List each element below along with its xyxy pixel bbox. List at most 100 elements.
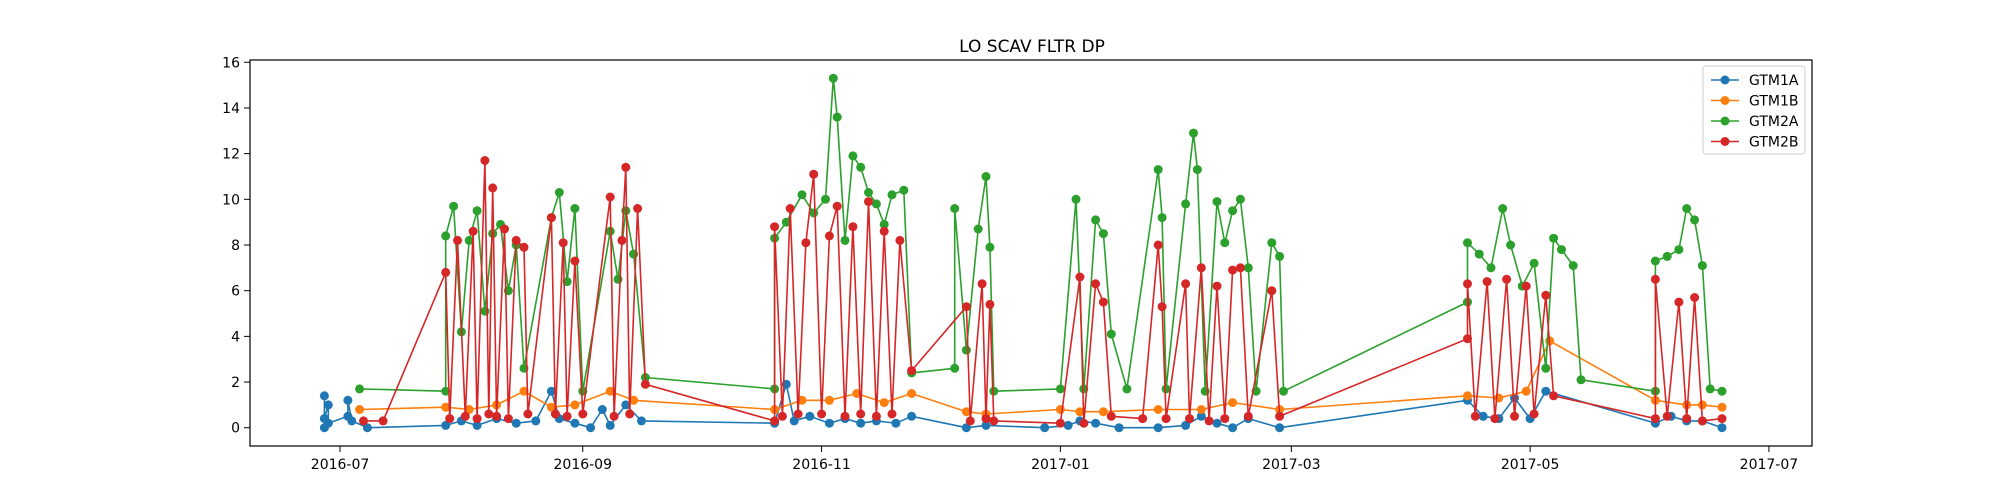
data-point — [809, 208, 819, 218]
data-point — [1122, 384, 1132, 394]
data-point — [1091, 279, 1101, 289]
data-point — [1185, 414, 1194, 424]
data-point — [789, 416, 799, 426]
data-point — [1463, 238, 1472, 248]
data-point — [1717, 386, 1727, 396]
data-point — [1138, 414, 1148, 424]
data-point — [570, 256, 580, 266]
data-point — [445, 414, 455, 424]
data-point — [441, 386, 451, 396]
data-point — [848, 151, 858, 161]
data-point — [1153, 165, 1163, 175]
data-point — [824, 395, 834, 405]
y-tick-label: 8 — [231, 238, 240, 254]
data-point — [1650, 414, 1660, 424]
data-point — [1697, 261, 1707, 271]
data-point — [1153, 240, 1163, 250]
y-tick-label: 0 — [231, 421, 240, 437]
data-point — [468, 226, 478, 236]
data-point — [570, 418, 580, 428]
data-point — [511, 418, 521, 428]
data-point — [460, 411, 470, 421]
data-point — [1502, 274, 1512, 284]
data-point — [891, 418, 901, 428]
data-point — [1196, 405, 1206, 414]
data-point — [1529, 258, 1539, 268]
x-tick-label: 2017-03 — [1262, 457, 1321, 473]
y-tick-label: 2 — [231, 375, 240, 391]
data-point — [1697, 400, 1707, 410]
data-point — [464, 405, 474, 414]
data-point — [1220, 238, 1230, 248]
data-point — [605, 420, 615, 430]
data-point — [985, 242, 995, 252]
data-point — [319, 391, 329, 401]
data-point — [1192, 165, 1202, 175]
data-point — [1463, 391, 1472, 401]
plot-area — [319, 73, 1727, 433]
data-point — [907, 366, 917, 376]
data-point — [1690, 215, 1700, 225]
data-point — [531, 416, 541, 426]
series-line-gtm2b — [363, 159, 1723, 425]
data-point — [879, 219, 889, 229]
data-point — [1153, 423, 1163, 433]
data-point — [441, 402, 451, 412]
data-point — [1541, 386, 1551, 396]
legend-marker — [1720, 137, 1730, 146]
data-point — [323, 400, 333, 410]
data-point — [519, 386, 529, 396]
data-point — [1212, 418, 1222, 428]
data-point — [1576, 375, 1586, 385]
data-point — [1204, 416, 1214, 426]
x-tick-label: 2016-07 — [311, 457, 370, 473]
data-point — [1079, 418, 1089, 428]
data-point — [1717, 423, 1727, 433]
data-point — [961, 302, 971, 312]
data-point — [777, 411, 787, 421]
data-point — [887, 409, 897, 419]
data-point — [640, 379, 650, 389]
legend-label: GTM1B — [1749, 94, 1799, 110]
data-point — [1682, 414, 1692, 424]
data-point — [613, 274, 623, 284]
data-point — [1114, 423, 1124, 433]
data-point — [797, 190, 807, 200]
data-point — [828, 73, 838, 83]
data-point — [1161, 414, 1171, 424]
data-point — [633, 204, 643, 213]
data-point — [629, 395, 639, 405]
data-point — [570, 400, 580, 410]
data-point — [546, 213, 556, 223]
data-point — [1098, 297, 1108, 307]
data-point — [1662, 411, 1672, 421]
data-point — [1717, 402, 1727, 412]
data-point — [856, 418, 866, 428]
data-point — [546, 402, 556, 412]
y-tick-label: 4 — [231, 329, 240, 345]
data-point — [1267, 286, 1277, 296]
legend-item: GTM2B — [1711, 135, 1799, 151]
data-point — [1662, 251, 1672, 261]
data-point — [864, 188, 873, 197]
data-point — [621, 162, 631, 172]
data-point — [1506, 240, 1516, 250]
data-point — [981, 420, 991, 430]
data-point — [871, 411, 881, 421]
data-point — [793, 409, 803, 419]
data-point — [1674, 297, 1684, 307]
data-point — [605, 386, 615, 396]
data-point — [347, 416, 357, 426]
data-point — [961, 345, 971, 355]
data-point — [989, 416, 999, 426]
data-point — [989, 386, 999, 396]
data-point — [1279, 386, 1288, 396]
data-point — [1697, 416, 1707, 426]
chart-title: LO SCAV FLTR DP — [959, 37, 1105, 57]
data-point — [1541, 290, 1551, 300]
data-point — [1650, 256, 1660, 266]
data-point — [1690, 293, 1700, 302]
data-point — [1267, 238, 1277, 248]
data-point — [480, 156, 490, 165]
